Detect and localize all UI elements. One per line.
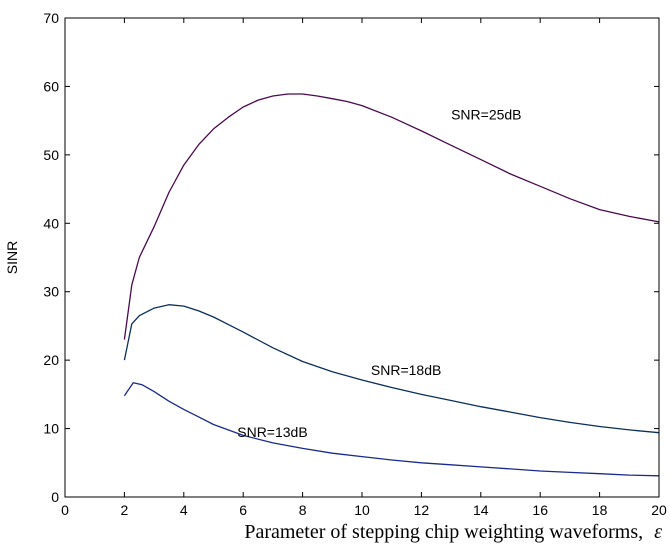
x-tick-label: 0 bbox=[61, 502, 69, 518]
x-tick-label: 2 bbox=[121, 502, 129, 518]
x-tick-label: 10 bbox=[354, 502, 370, 518]
x-tick-label: 20 bbox=[651, 502, 667, 518]
x-tick-label: 8 bbox=[299, 502, 307, 518]
series-line-2 bbox=[123, 382, 660, 477]
x-tick-label: 6 bbox=[239, 502, 247, 518]
series-annotation-2: SNR=13dB bbox=[237, 424, 307, 440]
x-tick-label: 18 bbox=[592, 502, 608, 518]
plot-layer bbox=[123, 93, 660, 477]
x-axis-label-symbol: ε bbox=[654, 521, 662, 543]
y-axis-label: SINR bbox=[4, 241, 20, 274]
x-tick-label: 16 bbox=[532, 502, 548, 518]
y-tick-label: 70 bbox=[43, 10, 59, 26]
plot-frame bbox=[64, 17, 660, 498]
axis-layer: 0 2 4 6 8 10 12 14 16 18 20 0 10 20 30 40 50 60 70 bbox=[43, 10, 667, 518]
x-tick-label: 12 bbox=[414, 502, 430, 518]
series-annotation-1: SNR=18dB bbox=[371, 362, 441, 378]
x-tick-label: 14 bbox=[473, 502, 489, 518]
x-axis-label-text: Parameter of stepping chip weighting wav… bbox=[244, 521, 643, 543]
y-tick-label: 40 bbox=[43, 215, 59, 231]
annotation-layer: SNR=25dB SNR=18dB SNR=13dB bbox=[237, 106, 521, 440]
y-tick-label: 50 bbox=[43, 147, 59, 163]
x-tick-label: 4 bbox=[180, 502, 188, 518]
y-tick-label: 30 bbox=[43, 284, 59, 300]
series-line-1 bbox=[123, 304, 660, 434]
y-tick-label: 10 bbox=[43, 421, 59, 437]
y-tick-label: 20 bbox=[43, 352, 59, 368]
series-annotation-0: SNR=25dB bbox=[451, 106, 521, 122]
x-axis-label: Parameter of stepping chip weighting wav… bbox=[244, 521, 662, 543]
y-tick-label: 60 bbox=[43, 78, 59, 94]
y-tick-label: 0 bbox=[51, 489, 59, 505]
series-line-0 bbox=[123, 93, 660, 340]
